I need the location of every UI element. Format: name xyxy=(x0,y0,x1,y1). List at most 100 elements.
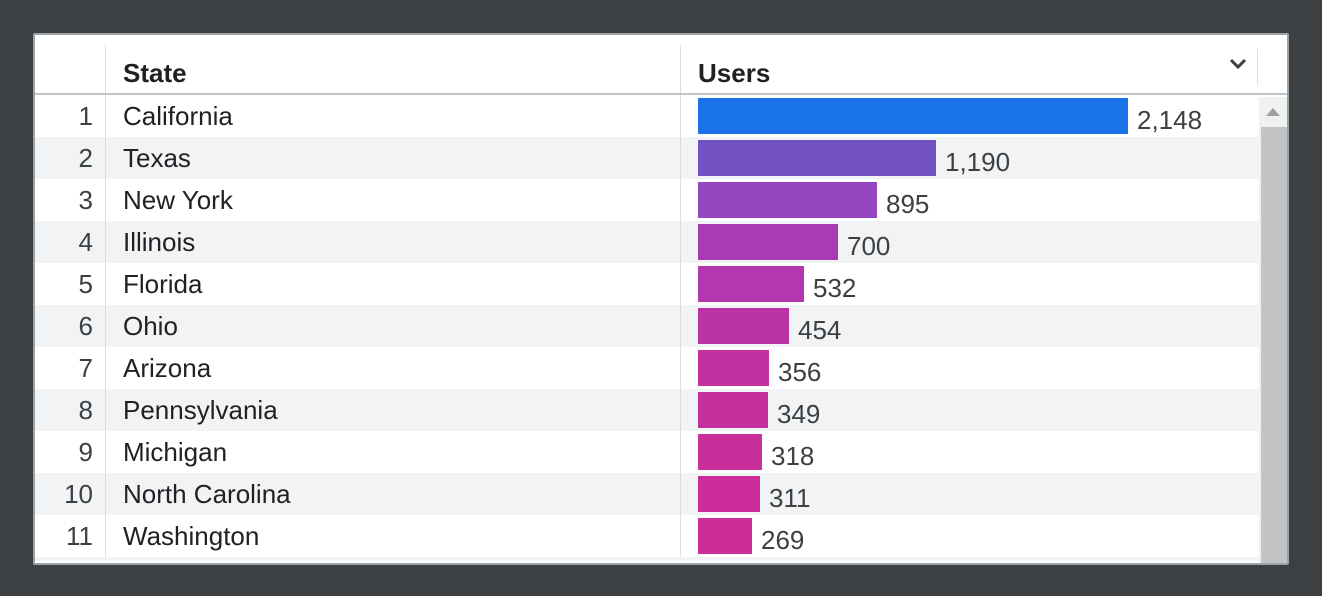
table-row[interactable]: 10 North Carolina 311 xyxy=(35,473,1287,515)
rank-cell: 9 xyxy=(35,431,106,473)
users-value: 356 xyxy=(778,356,822,387)
users-cell: 349 xyxy=(681,389,1287,431)
users-value: 454 xyxy=(798,314,842,345)
user-bar xyxy=(698,182,877,218)
rank-value: 11 xyxy=(66,520,93,551)
state-cell: Washington xyxy=(106,515,681,557)
state-column-label: State xyxy=(123,57,187,88)
header-cell-users: Users xyxy=(681,45,1287,93)
users-value: 532 xyxy=(813,272,857,303)
user-bar xyxy=(698,266,804,302)
user-bar xyxy=(698,350,769,386)
state-name: Pennsylvania xyxy=(123,394,278,425)
table-row[interactable]: 4 Illinois 700 xyxy=(35,221,1287,263)
state-name: Arizona xyxy=(123,352,212,383)
users-value: 349 xyxy=(777,398,821,429)
user-bar xyxy=(698,392,768,428)
users-cell: 318 xyxy=(681,431,1287,473)
table-row[interactable]: 9 Michigan 318 xyxy=(35,431,1287,473)
state-cell: North Carolina xyxy=(106,473,681,515)
state-cell: Texas xyxy=(106,137,681,179)
table-row[interactable]: 8 Pennsylvania 349 xyxy=(35,389,1287,431)
user-bar xyxy=(698,476,760,512)
state-name: Washington xyxy=(123,520,260,551)
header-cell-rank xyxy=(35,45,106,93)
users-cell: 311 xyxy=(681,473,1287,515)
table-body: 1 California 2,148 2 Texas 1,190 3 New Y… xyxy=(35,95,1287,561)
users-cell: 269 xyxy=(681,515,1287,557)
scrollbar-thumb[interactable] xyxy=(1261,127,1287,563)
rank-cell: 11 xyxy=(35,515,106,557)
state-name: Florida xyxy=(123,268,203,299)
users-cell: 454 xyxy=(681,305,1287,347)
rank-cell: 5 xyxy=(35,263,106,305)
users-cell: 1,190 xyxy=(681,137,1287,179)
user-bar xyxy=(698,308,789,344)
table-row[interactable]: 1 California 2,148 xyxy=(35,95,1287,137)
rank-value: 5 xyxy=(78,268,93,299)
users-value: 895 xyxy=(886,188,930,219)
rank-cell: 10 xyxy=(35,473,106,515)
table-row[interactable]: 7 Arizona 356 xyxy=(35,347,1287,389)
rank-cell: 4 xyxy=(35,221,106,263)
users-cell: 2,148 xyxy=(681,95,1287,137)
state-cell: California xyxy=(106,95,681,137)
table-row[interactable]: 11 Washington 269 xyxy=(35,515,1287,557)
table-header: State Users xyxy=(35,35,1287,95)
rank-value: 7 xyxy=(78,352,93,383)
arrow-up-icon xyxy=(1266,108,1280,116)
rank-cell: 3 xyxy=(35,179,106,221)
header-cell-state: State xyxy=(106,45,681,93)
header-divider xyxy=(1257,49,1258,85)
users-value: 269 xyxy=(761,524,805,555)
rank-value: 4 xyxy=(78,226,93,257)
users-value: 700 xyxy=(847,230,891,261)
users-cell: 700 xyxy=(681,221,1287,263)
rank-value: 2 xyxy=(78,142,93,173)
rank-value: 10 xyxy=(64,478,93,509)
rank-value: 8 xyxy=(78,394,93,425)
state-cell: New York xyxy=(106,179,681,221)
users-value: 318 xyxy=(771,440,815,471)
users-value: 311 xyxy=(769,482,811,513)
rank-cell: 6 xyxy=(35,305,106,347)
table-row[interactable]: 5 Florida 532 xyxy=(35,263,1287,305)
state-name: Michigan xyxy=(123,436,228,467)
rank-cell: 2 xyxy=(35,137,106,179)
user-bar xyxy=(698,224,838,260)
state-cell: Illinois xyxy=(106,221,681,263)
users-value: 1,190 xyxy=(945,146,1011,177)
chevron-down-icon[interactable] xyxy=(1224,49,1252,77)
table-row[interactable]: 6 Ohio 454 xyxy=(35,305,1287,347)
user-bar xyxy=(698,98,1128,134)
users-value: 2,148 xyxy=(1137,104,1203,135)
users-column-label: Users xyxy=(698,57,771,88)
state-cell: Arizona xyxy=(106,347,681,389)
state-name: California xyxy=(123,100,233,131)
state-cell: Ohio xyxy=(106,305,681,347)
rank-value: 6 xyxy=(78,310,93,341)
scroll-up-button[interactable] xyxy=(1259,97,1287,127)
users-cell: 532 xyxy=(681,263,1287,305)
table-row[interactable]: 3 New York 895 xyxy=(35,179,1287,221)
rank-value: 9 xyxy=(78,436,93,467)
state-cell: Florida xyxy=(106,263,681,305)
user-bar xyxy=(698,518,752,554)
state-name: Texas xyxy=(123,142,191,173)
state-cell: Pennsylvania xyxy=(106,389,681,431)
rank-value: 3 xyxy=(78,184,93,215)
scrollbar[interactable] xyxy=(1259,97,1287,563)
state-name: Illinois xyxy=(123,226,196,257)
rank-cell: 1 xyxy=(35,95,106,137)
users-by-state-widget: State Users 1 California 2,148 2 Texas 1… xyxy=(33,33,1289,565)
user-bar xyxy=(698,434,762,470)
rank-cell: 8 xyxy=(35,389,106,431)
table-row[interactable]: 2 Texas 1,190 xyxy=(35,137,1287,179)
state-name: New York xyxy=(123,184,233,215)
state-cell: Michigan xyxy=(106,431,681,473)
state-name: Ohio xyxy=(123,310,178,341)
state-name: North Carolina xyxy=(123,478,291,509)
rank-value: 1 xyxy=(78,100,93,131)
rank-cell: 7 xyxy=(35,347,106,389)
users-cell: 356 xyxy=(681,347,1287,389)
